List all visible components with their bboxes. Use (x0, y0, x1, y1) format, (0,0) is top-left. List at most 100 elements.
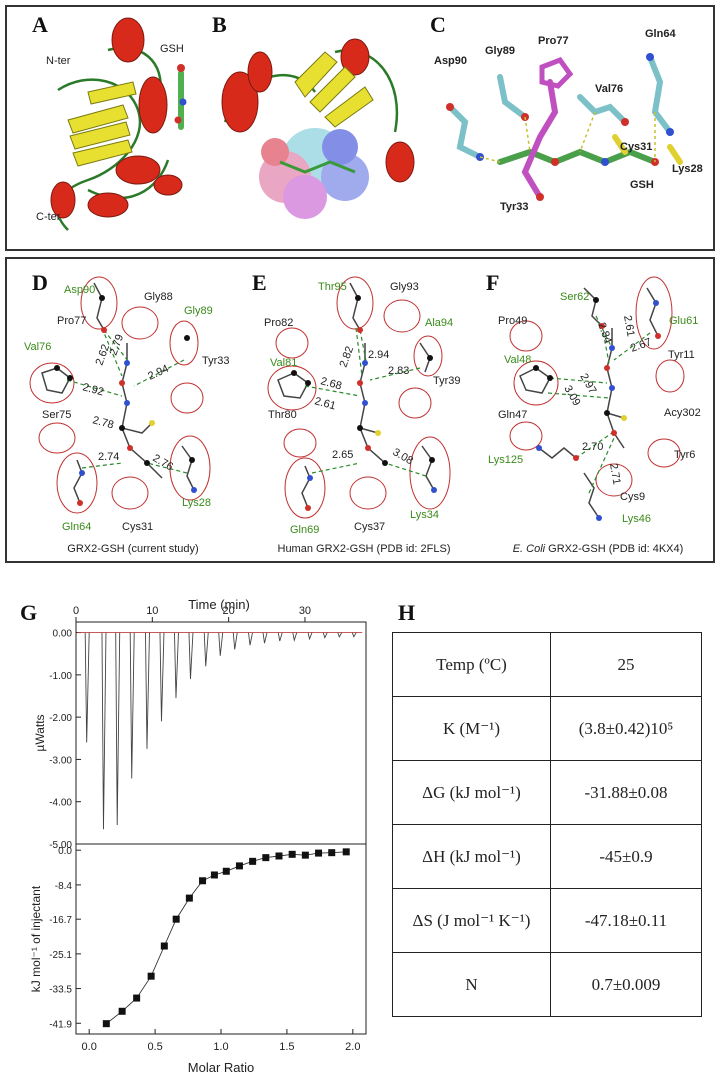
d-label-val76: Val76 (24, 341, 51, 353)
f-dist-5: 3.09 (561, 384, 582, 409)
thermo-row: ΔG (kJ mol⁻¹) -31.88±0.08 (392, 760, 702, 825)
f-label-tyr6: Tyr6 (674, 449, 695, 461)
f-label-acy302: Acy302 (664, 407, 701, 419)
e-dist-5: 2.61 (313, 395, 337, 412)
e-dist-7: 3.08 (391, 446, 416, 467)
d-label-ser75: Ser75 (42, 409, 71, 421)
itc-top-peaks (77, 632, 363, 830)
bottom-data-point (133, 994, 141, 1002)
top-xtick-label: 0 (73, 605, 79, 617)
d-caption: GRX2-GSH (current study) (67, 543, 199, 555)
bottom-data-point (199, 877, 207, 885)
bottom-data-point (160, 942, 168, 950)
top-peak (218, 632, 224, 656)
bottom-xtick-label: 1.0 (213, 1041, 228, 1053)
f-label-val48: Val48 (504, 354, 531, 366)
e-dist-4: 2.68 (319, 375, 343, 392)
f-label-lys46: Lys46 (622, 513, 651, 525)
bottom-data-point (301, 851, 309, 859)
top-peak (262, 632, 268, 644)
bottom-xtick-label: 0.5 (147, 1041, 162, 1053)
thermo-param: ΔG (kJ mol⁻¹) (392, 760, 551, 825)
top-peak (159, 632, 165, 722)
bottom-data-point (118, 1007, 126, 1015)
itc-top-ylabel: µWatts (33, 714, 47, 751)
bottom-xtick-label: 0.0 (82, 1041, 97, 1053)
c-label-asp90: Asp90 (434, 55, 467, 67)
d-label-pro77: Pro77 (57, 315, 86, 327)
panel-b-surface (221, 38, 415, 219)
itc-bottom-ylabel: kJ mol⁻¹ of injectant (29, 885, 43, 992)
top-peak (232, 632, 238, 650)
bottom-fit-line (106, 851, 347, 1025)
bottom-data-point (315, 849, 323, 857)
c-label-tyr33: Tyr33 (500, 201, 529, 213)
ligplot-frame (5, 257, 715, 563)
panel-a-nter-label: N-ter (46, 55, 71, 67)
panel-label-e: E (252, 270, 267, 295)
e-label-pro82: Pro82 (264, 317, 293, 329)
thermo-row: ΔH (kJ mol⁻¹) -45±0.9 (392, 824, 702, 889)
top-peak (84, 632, 90, 743)
c-label-val76: Val76 (595, 83, 623, 95)
d-label-cys31: Cys31 (122, 521, 153, 533)
e-label-val81: Val81 (270, 357, 297, 369)
bottom-data-point (102, 1020, 110, 1028)
f-label-lys125: Lys125 (488, 454, 523, 466)
panel-c-sticks: Asp90 Gly89 Pro77 Gln64 Val76 Cys31 Lys2… (434, 28, 703, 213)
thermo-value: 25 (550, 632, 702, 697)
e-label-gln69: Gln69 (290, 524, 319, 536)
top-ytick-label: -2.00 (49, 713, 72, 724)
bottom-data-point (249, 857, 257, 865)
d-dist-2: 2.79 (108, 333, 127, 357)
bottom-ytick-label: 0.0 (58, 846, 72, 857)
thermo-row: Temp (ºC) 25 (392, 632, 702, 697)
itc-bottom-points (102, 848, 350, 1028)
thermo-value: -31.88±0.08 (550, 760, 702, 825)
thermo-param: N (392, 952, 551, 1017)
itc-top-xlabel: Time (min) (188, 597, 250, 612)
bottom-data-point (275, 852, 283, 860)
thermo-value: -45±0.9 (550, 824, 702, 889)
d-dist-5: 2.78 (91, 414, 115, 431)
bottom-data-point (288, 850, 296, 858)
d-dist-4: 2.92 (81, 381, 105, 398)
f-label-gln47: Gln47 (498, 409, 527, 421)
bottom-data-point (262, 854, 270, 862)
bottom-data-point (328, 849, 336, 857)
c-label-lys28: Lys28 (672, 163, 703, 175)
f-label-cys9: Cys9 (620, 491, 645, 503)
f-caption: E. Coli GRX2-GSH (PDB id: 4KX4) (484, 543, 712, 555)
bottom-ytick-label: -8.4 (55, 881, 73, 892)
f-caption-text: GRX2-GSH (PDB id: 4KX4) (545, 543, 684, 555)
f-dist-1: 2.61 (621, 314, 637, 337)
thermo-param: ΔS (J mol⁻¹ K⁻¹) (392, 888, 551, 953)
top-peak (188, 632, 194, 680)
f-dist-4: 2.97 (577, 372, 598, 397)
c-label-gly89: Gly89 (485, 45, 515, 57)
bottom-xtick-label: 2.0 (345, 1041, 360, 1053)
top-peak (248, 632, 253, 646)
panel-d-ligplot: Asp90 Gly88 Pro77 Gly89 Tyr33 Val76 Ser7… (24, 276, 230, 533)
e-dist-1: 2.94 (368, 349, 389, 361)
f-label-glu61: Glu61 (669, 315, 698, 327)
d-label-gln64: Gln64 (62, 521, 91, 533)
top-peak (174, 632, 179, 699)
e-caption: Human GRX2-GSH (PDB id: 2FLS) (277, 543, 451, 555)
thermo-row: K (M⁻¹) (3.8±0.42)10⁵ (392, 696, 702, 761)
top-peak (203, 632, 209, 667)
bottom-data-point (342, 848, 350, 856)
e-label-cys37: Cys37 (354, 521, 385, 533)
thermo-row: ΔS (J mol⁻¹ K⁻¹) -47.18±0.11 (392, 888, 702, 953)
bottom-data-point (235, 862, 243, 870)
bottom-ytick-label: -25.1 (49, 950, 72, 961)
f-dist-3: 2.67 (629, 336, 653, 355)
bottom-ytick-label: -33.5 (49, 985, 72, 996)
bottom-data-point (185, 894, 193, 902)
d-label-tyr33: Tyr33 (202, 355, 230, 367)
panel-label-b: B (212, 12, 227, 37)
d-label-asp90: Asp90 (64, 284, 95, 296)
bottom-data-point (210, 871, 218, 879)
e-label-ala94: Ala94 (425, 317, 453, 329)
e-dist-3: 2.83 (388, 365, 409, 377)
